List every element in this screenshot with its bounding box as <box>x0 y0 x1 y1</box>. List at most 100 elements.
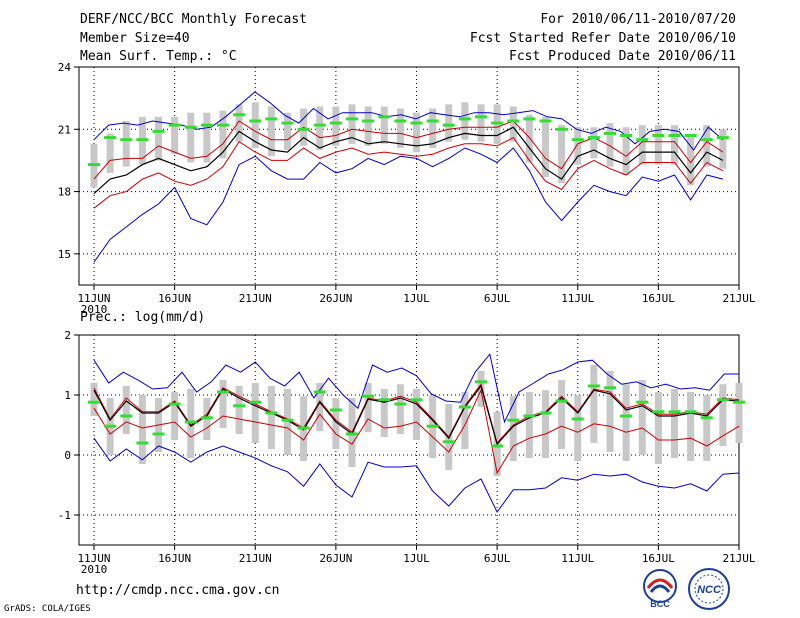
prec-median-mark <box>636 400 649 404</box>
prec-xtick-label: 16JUN <box>158 552 191 565</box>
prec-median-mark <box>539 411 552 415</box>
prec-median-mark <box>555 399 568 403</box>
prec-xtick-label: 16JUL <box>642 552 675 565</box>
temp-xtick-label: 11JUL <box>561 292 594 305</box>
temp-median-mark <box>684 134 697 138</box>
prec-median-mark <box>362 394 375 398</box>
temp-median-mark <box>716 136 729 140</box>
temp-median-mark <box>104 136 117 140</box>
temp-spread-bar <box>558 125 566 184</box>
member-size: Member Size=40 <box>80 31 190 46</box>
temp-spread-bar <box>316 106 324 151</box>
temp-median-mark <box>571 138 584 142</box>
temp-median-mark <box>297 127 310 131</box>
temp-spread-bar <box>445 104 453 142</box>
temp-xtick-label: 26JUN <box>319 292 352 305</box>
temp-spread-bar <box>542 116 549 178</box>
prec-median-mark <box>394 402 407 406</box>
prec-spread-bar <box>251 383 259 443</box>
prec-median-mark <box>475 380 487 384</box>
temp-median-mark <box>136 138 149 142</box>
prec-spread-bar <box>703 395 711 461</box>
prec-year-label: 2010 <box>81 563 108 576</box>
temp-spread-bar <box>525 114 533 163</box>
temp-spread-bar <box>380 106 388 144</box>
prec-median-mark <box>88 400 100 404</box>
temp-xtick-label: 6JUL <box>484 292 511 305</box>
temp-median-mark <box>652 134 665 138</box>
temp-median-mark <box>410 121 423 125</box>
temp-spread-bar <box>187 112 195 163</box>
prec-xtick-label: 6JUL <box>484 552 511 565</box>
temp-median-mark <box>700 138 713 142</box>
temp-xtick-label: 21JUL <box>722 292 755 305</box>
temp-spread-bar <box>396 108 404 148</box>
temp-upper-line <box>93 120 724 180</box>
prec-xtick-label: 11JUN <box>77 552 110 565</box>
prec-spread-bar <box>122 386 130 434</box>
temp-median-mark <box>217 123 229 127</box>
temp-median-mark <box>120 138 133 142</box>
prec-median-mark <box>716 398 729 402</box>
temp-spread-bar <box>203 112 211 163</box>
prec-spread-bar <box>542 390 549 458</box>
prec-median-mark <box>684 410 697 414</box>
prec-median-mark <box>200 416 213 420</box>
prec-spread-bar <box>219 380 227 428</box>
prec-median-mark <box>620 414 633 418</box>
temp-spread-bar <box>106 133 114 173</box>
prec-median-mark <box>297 426 310 430</box>
prec-spread-bar <box>687 392 695 461</box>
prec-spread-bar <box>574 395 582 461</box>
temp-median-mark <box>507 119 520 123</box>
prec-median-mark <box>652 410 665 414</box>
temp-ytick-label: 21 <box>58 123 71 136</box>
prec-median-mark <box>233 404 246 408</box>
temp-spread-bar <box>461 102 469 140</box>
prec-ytick-label: 1 <box>64 389 71 402</box>
prec-min-line <box>93 437 740 513</box>
temp-spread-bar <box>332 106 340 146</box>
temp-spread-bar <box>284 112 291 151</box>
temp-median-mark <box>491 121 504 125</box>
temp-spread-bar <box>267 106 275 157</box>
temp-lower-line <box>93 136 724 209</box>
temp-spread-bar <box>509 106 517 142</box>
prec-median-mark <box>604 386 616 390</box>
temp-spread-bar <box>703 125 711 167</box>
prec-median-mark <box>152 432 165 436</box>
chart-title: DERF/NCC/BCC Monthly Forecast <box>80 12 307 27</box>
temp-spread-bar <box>171 116 179 155</box>
prec-spread-bar <box>332 398 340 449</box>
temp-spread-bar <box>348 104 356 144</box>
prec-spread-bar <box>90 383 98 416</box>
temp-median-mark <box>200 123 213 127</box>
prec-median-mark <box>346 432 358 436</box>
source-url[interactable]: http://cmdp.ncc.cma.gov.cn <box>76 583 280 598</box>
temp-median-mark <box>426 119 439 123</box>
grads-credit: GrADS: COLA/IGES <box>4 604 91 614</box>
temp-spread-bar <box>122 120 130 167</box>
bcc-logo-text: BCC <box>650 599 670 609</box>
prec-mean-line <box>93 384 740 446</box>
temp-median-mark <box>184 125 197 129</box>
prec-median-mark <box>668 410 681 414</box>
prec-spread-bar <box>671 389 678 458</box>
temp-ytick-label: 18 <box>58 186 71 199</box>
temp-median-mark <box>668 134 681 138</box>
prec-spread-bar <box>525 392 533 458</box>
prec-median-mark <box>120 414 133 418</box>
prec-median-mark <box>458 405 471 409</box>
prec-xtick-label: 21JUL <box>722 552 755 565</box>
ncc-logo-text: NCC <box>697 584 722 596</box>
prec-median-mark <box>587 384 600 388</box>
temp-median-mark <box>636 138 649 142</box>
prec-spread-bar <box>719 384 727 446</box>
prec-median-mark <box>313 390 326 394</box>
variable-label: Mean Surf. Temp.: °C <box>80 49 237 64</box>
prec-spread-bar <box>638 380 646 455</box>
temp-spread-bar <box>719 129 727 169</box>
refer-date: Fcst Started Refer Date 2010/06/10 <box>469 31 736 46</box>
prec-median-mark <box>217 390 229 394</box>
prec-spread-bar <box>622 384 630 461</box>
